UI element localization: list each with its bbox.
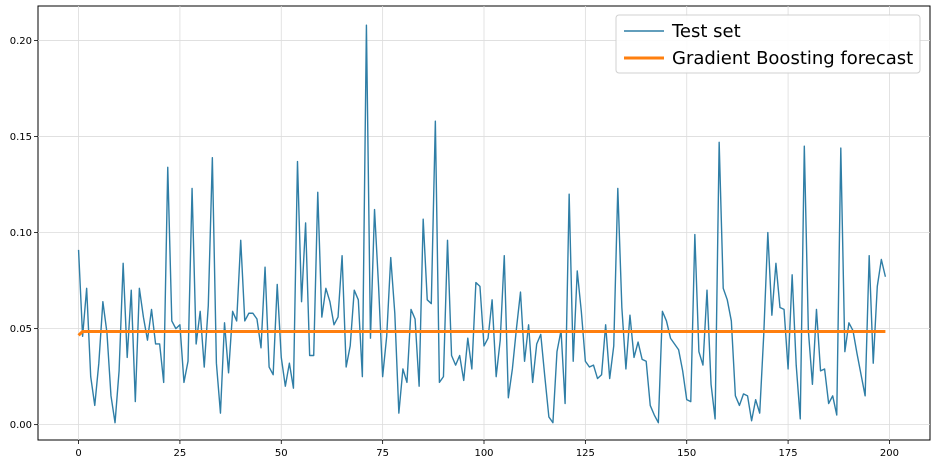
x-tick-label: 150 <box>677 448 696 459</box>
x-tick-label: 50 <box>275 448 288 459</box>
x-tick-label: 0 <box>75 448 81 459</box>
series-line-forecast <box>77 330 886 337</box>
y-axis-ticks: 0.00 0.05 0.10 0.15 0.20 <box>10 36 38 431</box>
y-tick-label: 0.20 <box>10 36 32 47</box>
x-tick-label: 25 <box>174 448 187 459</box>
x-tick-label: 125 <box>576 448 595 459</box>
legend-label-forecast: Gradient Boosting forecast <box>672 48 913 69</box>
x-tick-label: 100 <box>474 448 493 459</box>
x-axis-ticks: 0 25 50 75 100 125 150 175 200 <box>75 440 899 459</box>
y-tick-label: 0.15 <box>10 132 32 143</box>
legend-box <box>615 14 921 74</box>
y-tick-label: 0.00 <box>10 420 32 431</box>
y-tick-label: 0.10 <box>10 228 32 239</box>
y-tick-label: 0.05 <box>10 324 32 335</box>
series-layer <box>77 24 887 424</box>
legend-label-test-set: Test set <box>671 21 741 42</box>
legend: Test set Gradient Boosting forecast <box>615 14 921 74</box>
x-tick-label: 200 <box>880 448 899 459</box>
x-tick-label: 75 <box>376 448 389 459</box>
x-tick-label: 175 <box>779 448 798 459</box>
series-line-test-set <box>77 24 887 424</box>
